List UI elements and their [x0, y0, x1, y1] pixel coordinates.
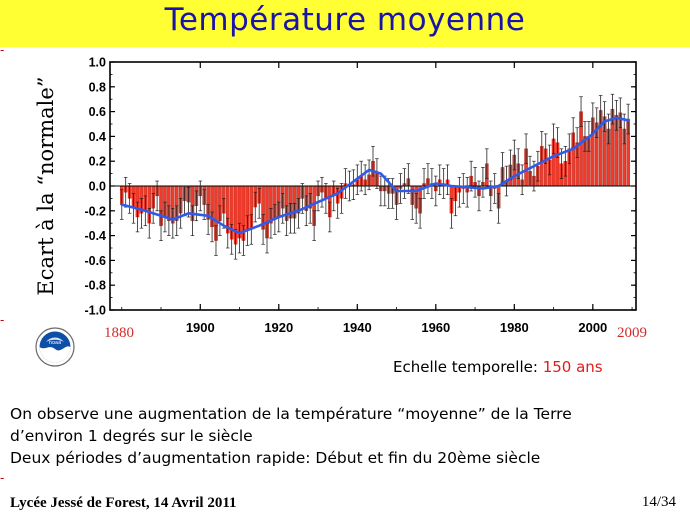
page-number: 14/34	[641, 494, 676, 510]
y-tick-label: 0.6	[89, 105, 106, 119]
x-tick-label: 1920	[264, 320, 293, 335]
y-tick-label: -1.0	[84, 304, 106, 318]
edge-mark: -	[0, 43, 5, 57]
y-tick-label: 0.8	[89, 80, 106, 94]
y-tick-label: 0.4	[89, 130, 106, 144]
slide-title: Température moyenne	[164, 2, 526, 38]
body-line: On observe une augmentation de la tempér…	[10, 405, 572, 423]
y-tick-label: -0.6	[84, 254, 106, 268]
svg-text:noaa: noaa	[49, 340, 61, 346]
x-start-label: 1880	[104, 325, 134, 341]
body-line: d’environ 1 degrés sur le siècle	[10, 427, 253, 445]
y-tick-label: -0.4	[84, 229, 106, 243]
x-tick-label: 1940	[343, 320, 372, 335]
y-tick-label: -0.8	[84, 279, 106, 293]
edge-mark: -	[0, 471, 5, 485]
footer-school-date: Lycée Jessé de Forest, 14 Avril 2011	[10, 495, 237, 511]
timescale-label: Echelle temporelle:	[393, 358, 538, 376]
x-tick-label: 1980	[500, 320, 529, 335]
smoothed-trend-line	[120, 116, 630, 235]
x-tick-label: 1960	[421, 320, 450, 335]
noaa-logo: noaa	[35, 327, 75, 367]
title-bar	[0, 0, 690, 47]
timescale-caption: Echelle temporelle: 150 ans	[393, 358, 603, 376]
y-tick-label: 1.0	[89, 56, 106, 70]
x-tick-label: 2000	[578, 320, 607, 335]
x-tick-label: 1900	[186, 320, 215, 335]
y-axis-label: Ecart à la “normale”	[34, 76, 58, 296]
y-tick-label: -0.2	[84, 204, 106, 218]
edge-mark: -	[0, 313, 5, 327]
slide-body: On observe une augmentation de la tempér…	[10, 403, 685, 469]
y-tick-label: 0.0	[89, 180, 106, 194]
timescale-value: 150 ans	[542, 358, 603, 376]
y-tick-label: 0.2	[89, 155, 106, 169]
body-line: Deux périodes d’augmentation rapide: Déb…	[10, 449, 541, 467]
x-end-label: 2009	[617, 325, 647, 341]
